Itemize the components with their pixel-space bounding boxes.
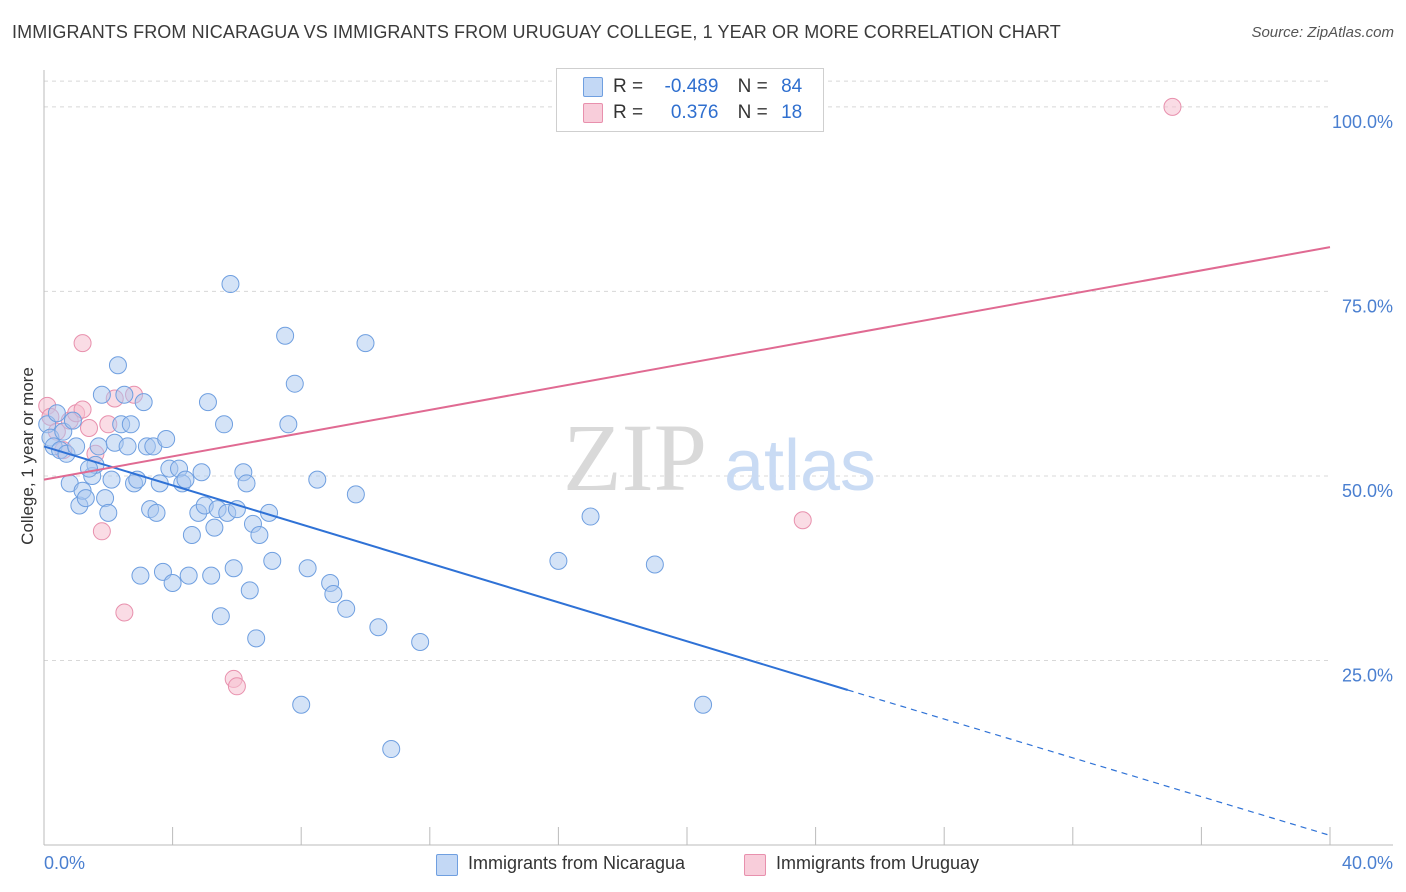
watermark-zip: ZIP xyxy=(563,404,707,511)
point-nicaragua xyxy=(192,463,211,482)
point-nicaragua xyxy=(102,470,121,489)
tick-labels: 25.0% 50.0% 75.0% 100.0% 0.0% 40.0% xyxy=(44,112,1393,873)
trend-line-nicaragua-extension xyxy=(847,689,1331,836)
point-nicaragua xyxy=(63,411,82,430)
legend-n-value-uruguay: 18 xyxy=(781,102,803,123)
y-tick-label: 100.0% xyxy=(1332,112,1393,132)
point-nicaragua xyxy=(224,559,243,578)
point-nicaragua xyxy=(198,393,217,412)
point-nicaragua xyxy=(250,526,269,544)
legend-swatch-nicaragua xyxy=(583,77,603,97)
point-uruguay xyxy=(1163,97,1182,116)
point-nicaragua xyxy=(240,581,259,600)
point-nicaragua xyxy=(279,415,298,434)
chart-title: IMMIGRANTS FROM NICARAGUA VS IMMIGRANTS … xyxy=(12,22,1061,42)
point-nicaragua xyxy=(645,555,664,574)
point-nicaragua xyxy=(549,551,568,570)
y-axis-label: College, 1 year or more xyxy=(18,367,37,545)
y-tick-label: 25.0% xyxy=(1342,665,1393,685)
bottom-swatch-uruguay xyxy=(744,854,766,876)
y-tick-label: 50.0% xyxy=(1342,481,1393,501)
point-nicaragua xyxy=(285,374,304,393)
point-nicaragua xyxy=(221,275,240,294)
point-nicaragua xyxy=(134,393,153,412)
source-credit: Source: ZipAtlas.com xyxy=(1251,24,1394,41)
point-nicaragua xyxy=(263,551,282,570)
stats-legend: R = -0.489 N = 84 R = 0.376 N = 18 xyxy=(556,68,824,132)
point-nicaragua xyxy=(76,489,95,508)
point-nicaragua xyxy=(298,559,317,578)
legend-r-value-nicaragua: -0.489 xyxy=(664,76,719,97)
bottom-label-nicaragua: Immigrants from Nicaragua xyxy=(468,853,686,873)
point-nicaragua xyxy=(581,507,600,526)
point-nicaragua xyxy=(157,430,176,449)
point-nicaragua xyxy=(163,573,182,592)
point-nicaragua xyxy=(382,740,401,759)
legend-swatch-uruguay xyxy=(583,103,603,123)
point-nicaragua xyxy=(89,437,108,456)
point-uruguay xyxy=(80,418,99,437)
point-nicaragua xyxy=(182,526,201,544)
point-nicaragua xyxy=(337,599,356,618)
legend-n-label: N = xyxy=(737,76,768,97)
legend-r-label: R = xyxy=(613,102,644,123)
point-nicaragua xyxy=(115,385,134,404)
point-nicaragua xyxy=(92,385,111,404)
point-nicaragua xyxy=(108,356,127,375)
point-nicaragua xyxy=(202,566,221,585)
point-nicaragua xyxy=(411,633,430,652)
point-nicaragua xyxy=(176,470,195,489)
point-uruguay xyxy=(73,334,92,353)
point-nicaragua xyxy=(179,566,198,585)
point-nicaragua xyxy=(324,585,343,604)
point-nicaragua xyxy=(292,695,311,714)
point-uruguay xyxy=(227,677,246,696)
bottom-label-uruguay: Immigrants from Uruguay xyxy=(776,853,980,873)
axes xyxy=(43,70,1393,846)
trend-line-uruguay xyxy=(43,246,1331,481)
point-nicaragua xyxy=(211,607,230,626)
point-nicaragua xyxy=(247,629,266,648)
point-nicaragua xyxy=(131,566,150,585)
x-tick-label: 0.0% xyxy=(44,853,85,873)
point-nicaragua xyxy=(227,500,246,519)
trend-lines xyxy=(43,246,1331,836)
point-uruguay xyxy=(115,603,134,622)
point-nicaragua xyxy=(346,485,365,504)
y-tick-label: 75.0% xyxy=(1342,296,1393,316)
point-nicaragua xyxy=(237,474,256,493)
point-nicaragua xyxy=(369,618,388,637)
point-nicaragua xyxy=(276,326,295,345)
point-nicaragua xyxy=(308,470,327,489)
point-nicaragua xyxy=(147,503,166,522)
bottom-swatch-nicaragua xyxy=(436,854,458,876)
legend-n-label: N = xyxy=(737,102,768,123)
point-nicaragua xyxy=(118,437,137,456)
point-nicaragua xyxy=(694,695,713,714)
point-nicaragua xyxy=(99,503,118,522)
series-nicaragua-points xyxy=(38,275,713,759)
legend-r-label: R = xyxy=(613,76,644,97)
point-nicaragua xyxy=(96,489,115,508)
trend-line-nicaragua xyxy=(43,445,849,691)
watermark-atlas: atlas xyxy=(724,426,876,506)
point-nicaragua xyxy=(47,404,66,423)
point-nicaragua xyxy=(356,334,375,353)
legend-r-value-uruguay: 0.376 xyxy=(670,102,719,123)
legend-n-value-nicaragua: 84 xyxy=(781,76,803,97)
point-nicaragua xyxy=(121,415,140,434)
point-nicaragua xyxy=(67,437,86,456)
point-uruguay xyxy=(92,522,111,541)
x-tick-label: 40.0% xyxy=(1342,853,1393,873)
point-uruguay xyxy=(793,511,812,530)
point-nicaragua xyxy=(215,415,234,434)
point-nicaragua xyxy=(205,518,224,537)
